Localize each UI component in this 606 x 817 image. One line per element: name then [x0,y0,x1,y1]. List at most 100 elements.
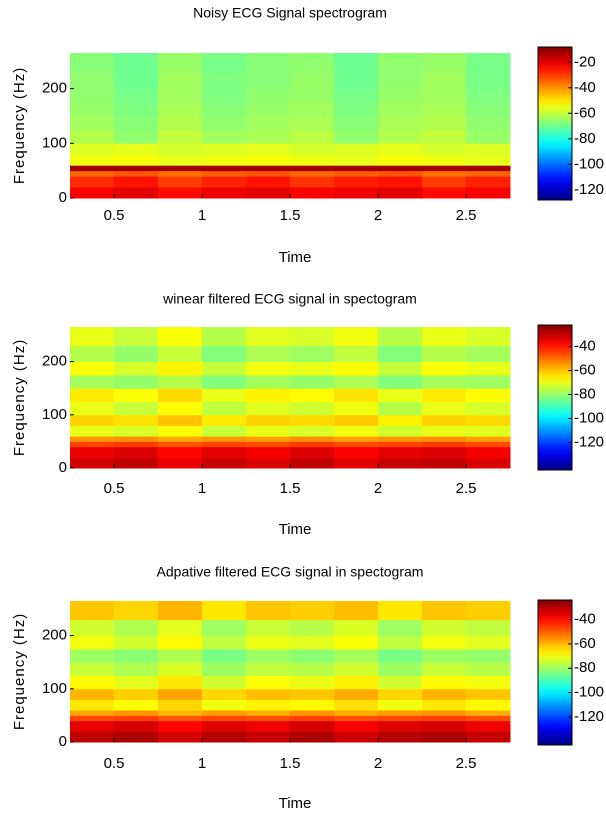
spectrogram-cell [334,327,379,347]
spectrogram-cell [466,715,511,722]
spectrogram-cell [290,374,335,389]
spectrogram-cell [334,441,379,448]
chart-title: winear filtered ECG signal in spectogram [162,291,417,307]
spectrogram-cell [422,457,467,469]
spectrogram-cell [422,446,467,458]
spectrogram-cell [422,699,467,711]
spectrogram-cell [202,731,247,743]
spectrogram-cell [334,675,379,690]
spectrogram-cell [290,619,335,637]
spectrogram-cell [246,72,291,90]
spectrogram-cell [290,436,335,442]
spectrogram-cell [158,129,203,144]
spectrogram-cell [334,143,379,155]
spectrogram-cell [114,143,159,155]
spectrogram-cell [158,143,203,155]
spectrogram-cell [466,143,511,155]
chart-title: Adpative filtered ECG signal in spectogr… [157,564,424,580]
spectrogram-cell [334,102,379,117]
spectrogram-cell [378,688,423,700]
spectrogram-cell [202,53,247,73]
spectrogram-cell [202,675,247,690]
spectrogram-cell [70,170,115,177]
spectrogram-cell [422,143,467,155]
spectrogram-cell [422,720,467,732]
spectrogram-cell [202,327,247,347]
spectrogram-cell [334,176,379,188]
spectrogram-cell [334,619,379,637]
spectrogram-cell [246,374,291,389]
spectrogram-cell [334,165,379,172]
spectrogram-cell [158,53,203,73]
spectrogram-cell [202,710,247,716]
spectrogram-cell [378,170,423,177]
spectrogram-cell [246,436,291,442]
spectrogram-cell [334,388,379,402]
x-tick-label: 2.5 [456,480,477,497]
colorbar-tick-label: -20 [574,53,596,70]
spectrogram-cell [466,154,511,166]
spectrogram-cell [158,327,203,347]
x-tick-label: 1 [198,207,206,224]
x-tick-label: 1.5 [280,755,301,772]
spectrogram-cell [158,720,203,732]
spectrogram-cell [158,601,203,621]
spectrogram-cell [158,374,203,389]
spectrogram-cell [290,176,335,188]
x-tick-label: 1.5 [280,207,301,224]
spectrogram-cell [158,715,203,722]
spectrogram-cell [422,327,467,347]
colorbar-tick-label: -100 [574,409,604,426]
spectrogram-cell [70,176,115,188]
spectrogram-cell [422,88,467,103]
spectrogram-cell [334,457,379,469]
spectrogram-cell [334,699,379,711]
spectrogram-cell [378,154,423,166]
spectrogram-cell [70,165,115,172]
x-tick-label: 1.5 [280,480,301,497]
spectrogram-cell [246,710,291,716]
spectrogram-cell [114,710,159,716]
colorbar-tick-label: -100 [574,155,604,172]
spectrogram-cell [158,115,203,131]
spectrogram-cell [246,327,291,347]
y-tick-label: 100 [42,406,67,423]
spectrogram-cell [70,688,115,700]
spectrogram-cell [466,731,511,743]
spectrogram-cell [334,720,379,732]
spectrogram-cell [70,619,115,637]
colorbar-tick-label: -40 [574,79,596,96]
spectrogram-cell [246,154,291,166]
spectrogram-cell [290,648,335,663]
spectrogram-cell [246,699,291,711]
spectrogram-cell [334,414,379,426]
spectrogram-cell [378,388,423,402]
spectrogram-cell [246,715,291,722]
spectrogram-cell [378,425,423,437]
spectrogram-cell [202,715,247,722]
spectrogram-cell [158,102,203,117]
spectrogram-cell [334,53,379,73]
spectrogram-cell [246,88,291,103]
spectrogram-cell [422,154,467,166]
spectrogram-cell [334,345,379,363]
spectrogram-cell [246,457,291,469]
spectrogram-cell [334,401,379,416]
spectrogram-cell [378,635,423,650]
spectrogram-cell [202,345,247,363]
spectrogram-cell [70,425,115,437]
spectrogram-cell [334,715,379,722]
spectrogram-cell [70,374,115,389]
colorbar-tick-label: -120 [574,708,604,725]
spectrogram-cell [246,446,291,458]
spectrogram-cell [70,601,115,621]
spectrogram-cell [246,165,291,172]
spectrogram-cell [114,441,159,448]
spectrogram-cell [70,414,115,426]
colorbar-tick-label: -120 [574,433,604,450]
spectrogram-cell [114,715,159,722]
x-tick-label: 1 [198,755,206,772]
spectrogram-cell [290,688,335,700]
spectrogram-cell [246,401,291,416]
spectrogram-cell [114,129,159,144]
